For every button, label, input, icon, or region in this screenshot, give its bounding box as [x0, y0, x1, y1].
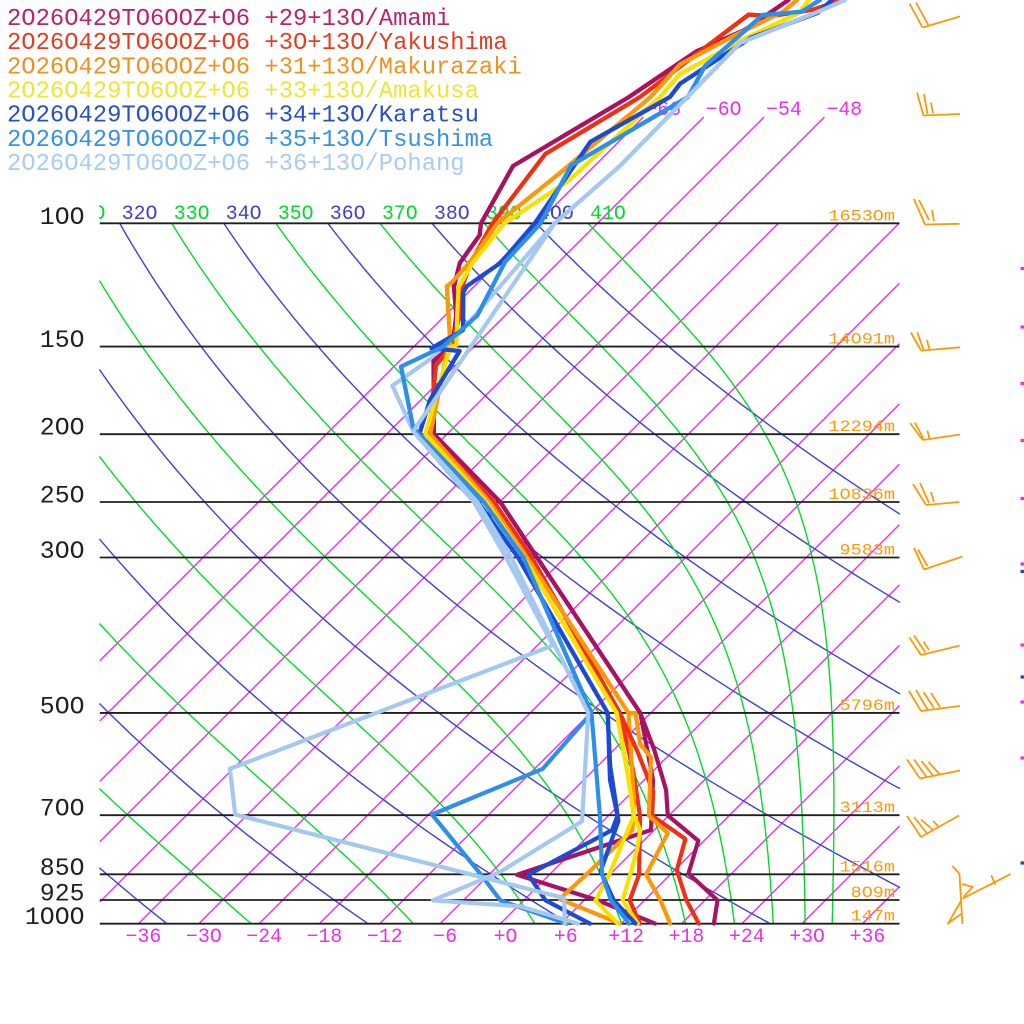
svg-text:+3O: +3O: [789, 926, 825, 949]
svg-text:−12: −12: [367, 926, 403, 949]
svg-text:15O: 15O: [40, 326, 85, 355]
svg-text:−3O: −3O: [186, 926, 222, 949]
svg-text:32O: 32O: [122, 203, 158, 226]
svg-text:9583m: 9583m: [840, 542, 896, 560]
svg-text:+6: +6: [554, 926, 578, 949]
svg-text:2O26O429TO6OOZ+O6 +3O+13O/Yaku: 2O26O429TO6OOZ+O6 +3O+13O/Yakushima: [7, 30, 508, 57]
svg-text:2O26O429TO6OOZ+O6 +34+13O/Kara: 2O26O429TO6OOZ+O6 +34+13O/Karatsu: [7, 103, 479, 130]
svg-text:36O: 36O: [330, 203, 366, 226]
svg-text:1O836m: 1O836m: [828, 486, 895, 504]
svg-text:2O26O429TO6OOZ+O6 +36+13O/Poha: 2O26O429TO6OOZ+O6 +36+13O/Pohang: [7, 151, 465, 178]
svg-text:+O: +O: [494, 926, 518, 949]
svg-text:1OO: 1OO: [40, 203, 85, 232]
svg-text:−6O: −6O: [706, 99, 742, 122]
svg-text:1516m: 1516m: [840, 858, 896, 876]
svg-text:−48: −48: [827, 99, 863, 122]
svg-text:34O: 34O: [226, 203, 262, 226]
svg-text:35O: 35O: [278, 203, 314, 226]
svg-text:14O91m: 14O91m: [828, 331, 895, 349]
svg-text:2OO: 2OO: [40, 414, 85, 443]
svg-text:2O26O429TO6OOZ+O6 +35+13O/Tsus: 2O26O429TO6OOZ+O6 +35+13O/Tsushima: [7, 127, 493, 154]
svg-text:5796m: 5796m: [840, 697, 896, 715]
svg-text:2O26O429TO6OOZ+O6 +29+13O/Amam: 2O26O429TO6OOZ+O6 +29+13O/Amami: [7, 6, 450, 33]
svg-text:1653Om: 1653Om: [828, 207, 895, 225]
svg-text:25O: 25O: [40, 482, 85, 511]
svg-text:1OOO: 1OOO: [25, 903, 85, 932]
svg-text:38O: 38O: [434, 203, 470, 226]
svg-text:8O9m: 8O9m: [851, 884, 895, 902]
svg-text:+18: +18: [669, 926, 705, 949]
svg-text:−6: −6: [433, 926, 457, 949]
svg-text:3113m: 3113m: [840, 799, 896, 817]
svg-text:−18: −18: [307, 926, 343, 949]
svg-text:+24: +24: [729, 926, 765, 949]
svg-text:−54: −54: [766, 99, 802, 122]
svg-text:2O26O429TO6OOZ+O6 +33+13O/Amak: 2O26O429TO6OOZ+O6 +33+13O/Amakusa: [7, 78, 479, 105]
svg-text:3OO: 3OO: [40, 537, 85, 566]
svg-text:7OO: 7OO: [40, 795, 85, 824]
svg-text:147m: 147m: [851, 908, 895, 926]
svg-text:5OO: 5OO: [40, 692, 85, 721]
svg-text:−24: −24: [246, 926, 282, 949]
svg-text:−36: −36: [126, 926, 162, 949]
svg-text:2O26O429TO6OOZ+O6 +31+13O/Maku: 2O26O429TO6OOZ+O6 +31+13O/Makurazaki: [7, 54, 522, 81]
svg-text:+36: +36: [850, 926, 886, 949]
svg-text:+12: +12: [608, 926, 644, 949]
svg-text:925: 925: [40, 880, 85, 909]
svg-text:37O: 37O: [382, 203, 418, 226]
svg-text:31O: 31O: [70, 203, 106, 226]
svg-text:85O: 85O: [40, 854, 85, 883]
svg-text:33O: 33O: [174, 203, 210, 226]
svg-text:41O: 41O: [590, 203, 626, 226]
svg-text:12294m: 12294m: [828, 418, 895, 436]
